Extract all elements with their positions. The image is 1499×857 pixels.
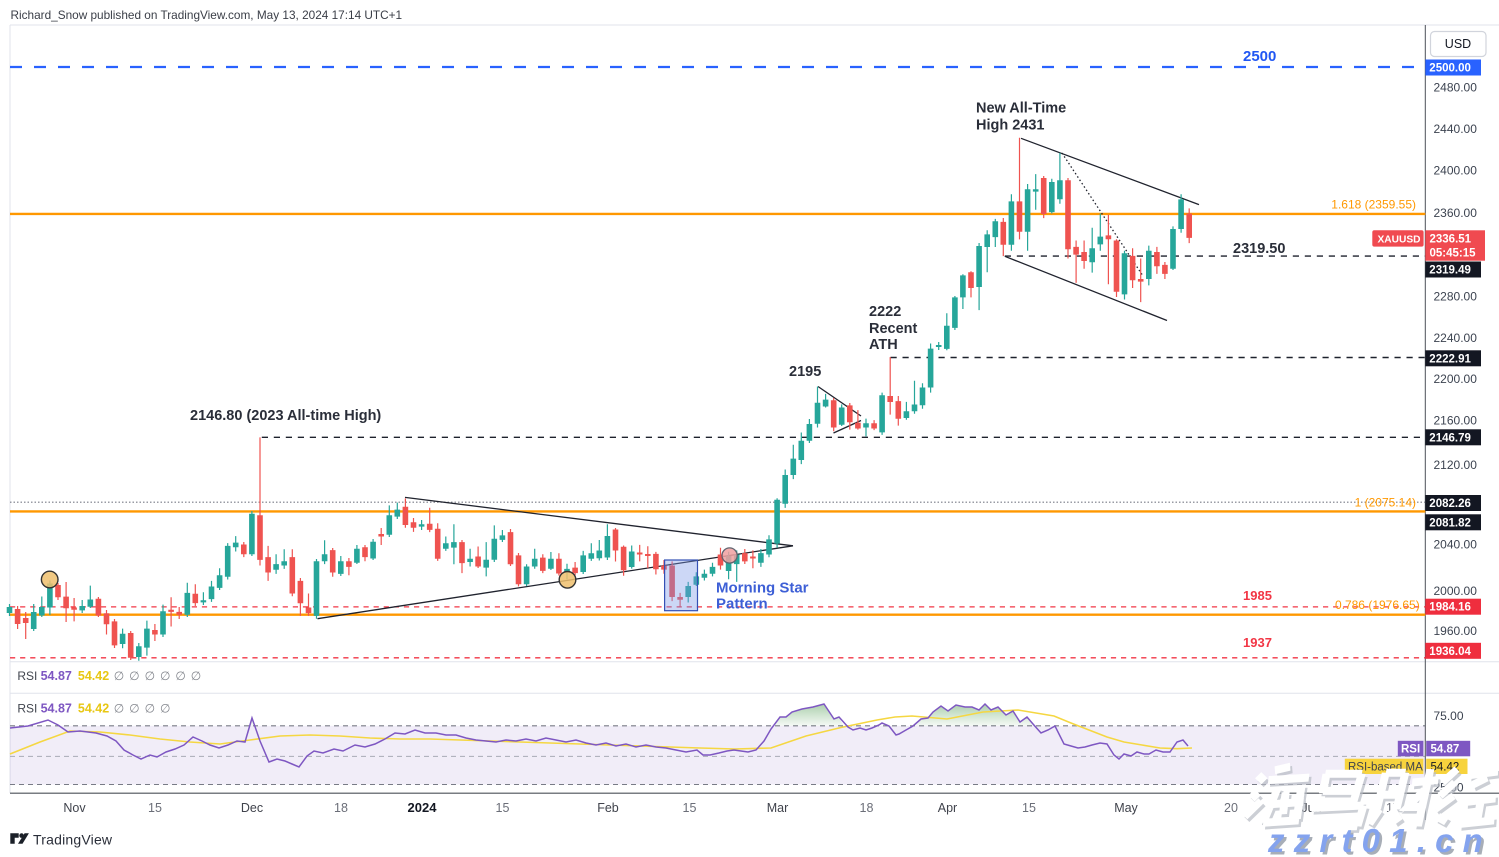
- svg-text:15: 15: [496, 801, 510, 815]
- svg-text:Recent: Recent: [869, 321, 918, 337]
- svg-text:∅: ∅: [191, 669, 201, 683]
- svg-text:15: 15: [1022, 801, 1036, 815]
- svg-text:2319.50: 2319.50: [1233, 241, 1285, 257]
- svg-text:∅: ∅: [114, 702, 124, 716]
- svg-text:Mar: Mar: [767, 801, 789, 815]
- svg-text:2082.26: 2082.26: [1429, 498, 1471, 510]
- svg-text:2280.00: 2280.00: [1434, 290, 1478, 304]
- svg-text:RSI: RSI: [1401, 744, 1420, 756]
- svg-text:1937: 1937: [1243, 635, 1272, 650]
- svg-text:2146.80 (2023 All-time High): 2146.80 (2023 All-time High): [190, 408, 381, 424]
- svg-text:RSI: RSI: [17, 702, 37, 716]
- svg-text:54.87: 54.87: [41, 669, 72, 683]
- svg-text:2500: 2500: [1243, 48, 1276, 65]
- svg-text:∅: ∅: [129, 702, 139, 716]
- svg-text:Apr: Apr: [938, 801, 957, 815]
- svg-text:18: 18: [334, 801, 348, 815]
- svg-text:2200.00: 2200.00: [1434, 372, 1478, 386]
- svg-text:18: 18: [860, 801, 874, 815]
- svg-text:zzrt01.cn: zzrt01.cn: [1270, 825, 1495, 857]
- svg-text:USD: USD: [1445, 37, 1471, 51]
- svg-text:2040.00: 2040.00: [1434, 538, 1478, 552]
- svg-text:Morning Star: Morning Star: [716, 580, 809, 597]
- svg-text:05:45:15: 05:45:15: [1430, 248, 1477, 260]
- svg-text:High 2431: High 2431: [976, 118, 1045, 134]
- svg-text:2146.79: 2146.79: [1429, 432, 1471, 444]
- svg-text:∅: ∅: [145, 669, 155, 683]
- svg-text:2024: 2024: [408, 800, 438, 815]
- svg-text:20: 20: [1224, 801, 1238, 815]
- svg-text:May: May: [1114, 801, 1138, 815]
- svg-text:54.42: 54.42: [78, 702, 109, 716]
- svg-text:Nov: Nov: [63, 801, 86, 815]
- svg-text:2440.00: 2440.00: [1434, 122, 1478, 136]
- svg-text:2480.00: 2480.00: [1434, 81, 1478, 95]
- svg-text:∅: ∅: [175, 669, 185, 683]
- svg-text:2000.00: 2000.00: [1434, 584, 1478, 598]
- svg-text:∅: ∅: [129, 669, 139, 683]
- svg-text:0.786 (1976.65): 0.786 (1976.65): [1335, 598, 1420, 612]
- svg-text:∅: ∅: [114, 669, 124, 683]
- svg-text:RSI: RSI: [17, 669, 37, 683]
- svg-text:∅: ∅: [160, 669, 170, 683]
- svg-text:54.42: 54.42: [78, 669, 109, 683]
- svg-text:XAUUSD: XAUUSD: [1378, 234, 1421, 245]
- svg-text:1.618 (2359.55): 1.618 (2359.55): [1331, 198, 1416, 212]
- svg-text:1936.04: 1936.04: [1429, 646, 1471, 658]
- svg-text:2081.82: 2081.82: [1429, 517, 1471, 529]
- svg-text:1 (2075.14): 1 (2075.14): [1355, 496, 1416, 510]
- svg-text:2160.00: 2160.00: [1434, 414, 1478, 428]
- svg-text:2120.00: 2120.00: [1434, 458, 1478, 472]
- svg-text:∅: ∅: [145, 702, 155, 716]
- svg-text:2336.51: 2336.51: [1430, 234, 1472, 246]
- svg-text:2400.00: 2400.00: [1434, 164, 1478, 178]
- svg-text:New All-Time: New All-Time: [976, 101, 1066, 117]
- svg-text:2240.00: 2240.00: [1434, 331, 1478, 345]
- svg-text:ATH: ATH: [869, 337, 898, 353]
- svg-text:1985: 1985: [1243, 588, 1272, 603]
- svg-text:Feb: Feb: [597, 801, 619, 815]
- svg-text:Richard_Snow published on Trad: Richard_Snow published on TradingView.co…: [11, 8, 403, 22]
- svg-text:1984.16: 1984.16: [1429, 602, 1471, 614]
- svg-text:2222.91: 2222.91: [1429, 353, 1471, 365]
- svg-text:∅: ∅: [160, 702, 170, 716]
- svg-text:2500.00: 2500.00: [1429, 63, 1471, 75]
- svg-text:zzrt01.cn: zzrt01.cn: [1267, 822, 1492, 857]
- svg-text:2319.49: 2319.49: [1429, 265, 1471, 277]
- svg-text:Dec: Dec: [241, 801, 263, 815]
- svg-text:15: 15: [148, 801, 162, 815]
- svg-text:1960.00: 1960.00: [1434, 624, 1478, 638]
- svg-text:54.87: 54.87: [1431, 744, 1460, 756]
- svg-text:Pattern: Pattern: [716, 596, 768, 613]
- svg-text:TradingView: TradingView: [33, 831, 113, 847]
- svg-text:15: 15: [683, 801, 697, 815]
- svg-text:2222: 2222: [869, 304, 901, 320]
- svg-text:2195: 2195: [789, 364, 821, 380]
- svg-text:75.00: 75.00: [1434, 709, 1464, 723]
- svg-text:54.87: 54.87: [41, 702, 72, 716]
- svg-text:2360.00: 2360.00: [1434, 206, 1478, 220]
